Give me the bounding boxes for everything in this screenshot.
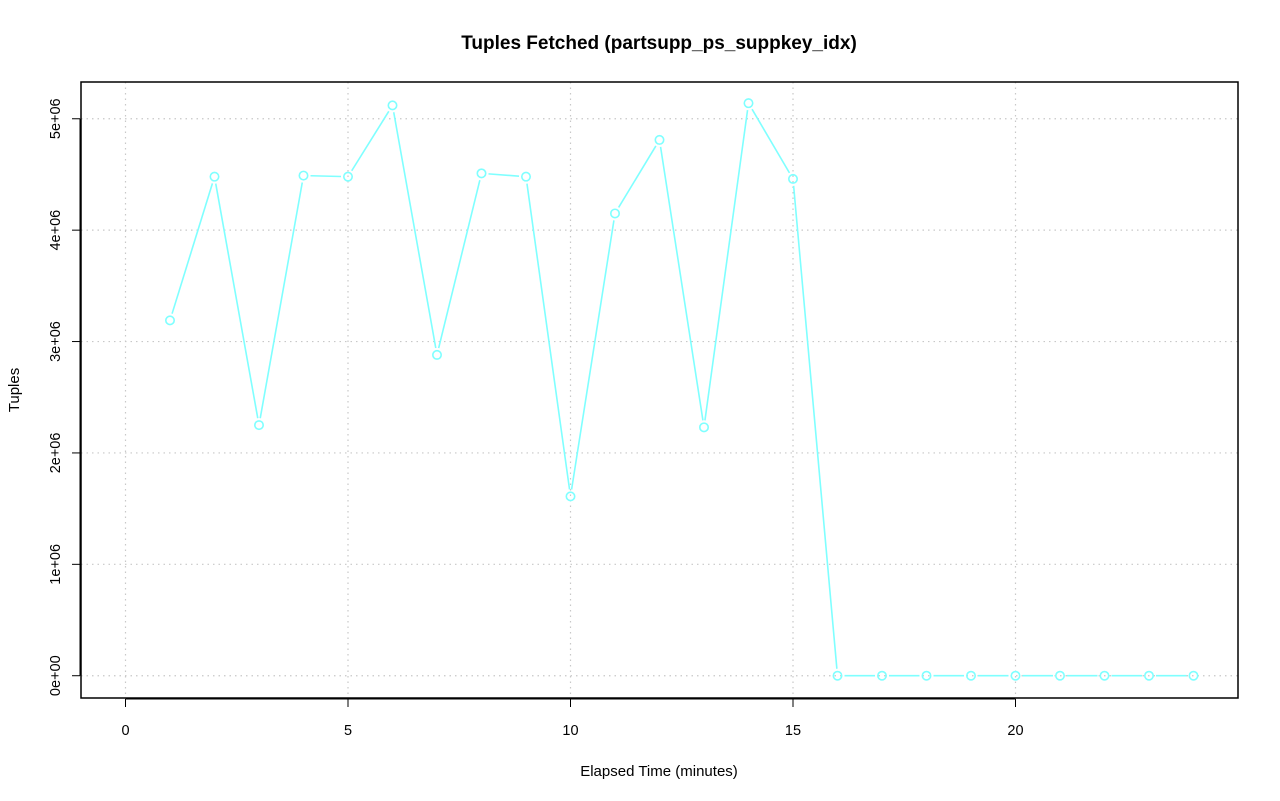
data-point (209, 171, 220, 182)
series-segment (351, 110, 390, 172)
series-segment (617, 145, 657, 208)
data-point (609, 208, 620, 219)
data-point (965, 670, 976, 681)
series-segment (659, 146, 704, 421)
plot-frame (80, 81, 1239, 699)
x-axis-label: Elapsed Time (minutes) (580, 763, 738, 780)
data-point (431, 349, 442, 360)
x-tick-label: 20 (1007, 723, 1023, 739)
y-axis-label: Tuples (6, 368, 23, 412)
series-segment (259, 182, 304, 419)
data-point (743, 98, 754, 109)
data-point (1144, 670, 1155, 681)
y-tick-label: 4e+06 (48, 210, 64, 251)
data-point (165, 315, 176, 326)
y-tick-label: 1e+06 (48, 544, 64, 585)
series-segment (488, 173, 520, 177)
series-segment (437, 179, 481, 349)
data-point (1099, 670, 1110, 681)
data-point (1055, 670, 1066, 681)
series-segment (171, 183, 214, 314)
x-tick-label: 15 (785, 723, 801, 739)
data-point (832, 670, 843, 681)
data-point (520, 171, 531, 182)
series-segment (704, 109, 749, 421)
grid-lines (81, 82, 1238, 698)
data-point (342, 171, 353, 182)
data-point (476, 168, 487, 179)
y-tick-label: 0e+00 (48, 655, 64, 696)
data-point (787, 173, 798, 184)
data-point (698, 422, 709, 433)
y-tick-label: 2e+06 (48, 433, 64, 474)
data-point (1188, 670, 1199, 681)
x-tick-label: 0 (121, 723, 129, 739)
x-tick-label: 10 (562, 723, 578, 739)
y-tick-label: 3e+06 (48, 321, 64, 362)
data-point (1010, 670, 1021, 681)
data-point (921, 670, 932, 681)
series-segment (792, 185, 838, 669)
series-segment (392, 112, 437, 349)
x-tick-label: 5 (344, 723, 352, 739)
y-axis: 0e+00 1e+06 2e+06 3e+06 4e+06 5e+06 (48, 98, 81, 696)
data-point (654, 134, 665, 145)
series-line-group (165, 98, 1199, 681)
series-segment (570, 220, 615, 490)
chart-title: Tuples Fetched (partsupp_ps_suppkey_idx) (461, 33, 857, 54)
series-segment (526, 183, 571, 490)
series-segment (214, 183, 259, 419)
data-point (254, 420, 265, 431)
data-point (565, 491, 576, 502)
data-point (876, 670, 887, 681)
x-axis: 0 5 10 15 20 (121, 698, 1024, 739)
data-point (387, 100, 398, 111)
data-point (298, 170, 309, 181)
series-segment (751, 108, 791, 174)
y-tick-label: 5e+06 (48, 98, 64, 139)
series-segment (310, 174, 342, 178)
